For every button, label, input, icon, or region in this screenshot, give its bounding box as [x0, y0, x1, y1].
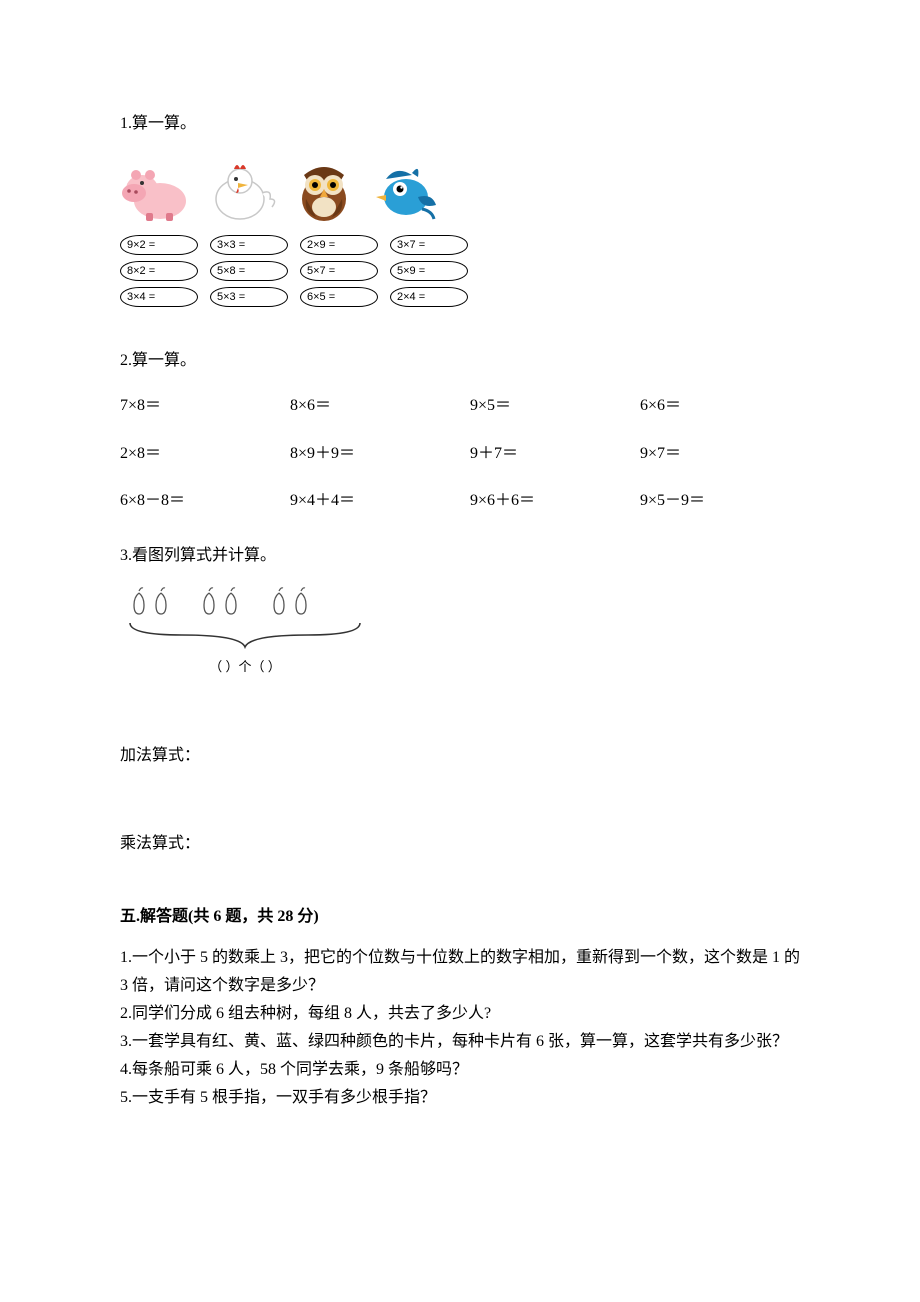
calc-cell: 9×7＝: [640, 440, 780, 467]
q3-addition-label: 加法算式：: [120, 742, 800, 769]
pill: 5×7 =: [300, 261, 378, 281]
q1-pill-grid: 9×2 = 3×3 = 2×9 = 3×7 = 8×2 = 5×8 = 5×7 …: [120, 235, 460, 307]
problem: 2.同学们分成 6 组去种树，每组 8 人，共去了多少人?: [120, 1000, 800, 1028]
pill: 6×5 =: [300, 287, 378, 307]
problem: 3.一套学具有红、黄、蓝、绿四种颜色的卡片，每种卡片有 6 张，算一算，这套学共…: [120, 1028, 800, 1056]
q3-multiplication-label: 乘法算式：: [120, 830, 800, 857]
pill: 5×8 =: [210, 261, 288, 281]
pill: 3×7 =: [390, 235, 468, 255]
calc-cell: 8×9＋9＝: [290, 440, 470, 467]
q3-brace-label: （ ）个（ ）: [120, 656, 370, 678]
calc-cell: 9×5＝: [470, 392, 640, 419]
worksheet-page: 1.算一算。: [0, 0, 920, 1172]
problem: 4.每条船可乘 6 人，58 个同学去乘，9 条船够吗？: [120, 1056, 800, 1084]
hippo-icon: [120, 155, 192, 227]
calc-cell: 7×8＝: [120, 392, 290, 419]
pill: 9×2 =: [120, 235, 198, 255]
calc-cell: 2×8＝: [120, 440, 290, 467]
calc-cell: 6×6＝: [640, 392, 780, 419]
calc-cell: 9×6＋6＝: [470, 487, 640, 514]
q2-grid: 7×8＝ 8×6＝ 9×5＝ 6×6＝ 2×8＝ 8×9＋9＝ 9＋7＝ 9×7…: [120, 392, 800, 514]
pear-icon: [128, 587, 150, 617]
q2-title: 2.算一算。: [120, 347, 800, 374]
pear-icon: [150, 587, 172, 617]
animal-row: [120, 155, 460, 227]
pear-row: [120, 587, 380, 617]
calc-cell: 8×6＝: [290, 392, 470, 419]
problem: 5.一支手有 5 根手指，一双手有多少根手指？: [120, 1084, 800, 1112]
q1-figure: 9×2 = 3×3 = 2×9 = 3×7 = 8×2 = 5×8 = 5×7 …: [120, 155, 460, 307]
pill: 8×2 =: [120, 261, 198, 281]
section5-problems: 1.一个小于 5 的数乘上 3，把它的个位数与十位数上的数字相加，重新得到一个数…: [120, 944, 800, 1112]
bluebird-icon: [372, 155, 444, 227]
pill: 2×4 =: [390, 287, 468, 307]
pill: 2×9 =: [300, 235, 378, 255]
pear-icon: [290, 587, 312, 617]
pear-pair: [128, 587, 172, 617]
pear-icon: [198, 587, 220, 617]
q1-title: 1.算一算。: [120, 110, 800, 137]
pill: 3×4 =: [120, 287, 198, 307]
pill: 3×3 =: [210, 235, 288, 255]
calc-cell: 9＋7＝: [470, 440, 640, 467]
pear-pair: [198, 587, 242, 617]
calc-cell: 6×8－8＝: [120, 487, 290, 514]
section5-header: 五.解答题(共 6 题，共 28 分): [120, 903, 800, 930]
calc-cell: 9×5－9＝: [640, 487, 780, 514]
owl-icon: [288, 155, 360, 227]
pear-icon: [268, 587, 290, 617]
q3-title: 3.看图列算式并计算。: [120, 542, 800, 569]
pill: 5×3 =: [210, 287, 288, 307]
q3-figure: （ ）个（ ）: [120, 587, 380, 678]
calc-cell: 9×4＋4＝: [290, 487, 470, 514]
problem: 1.一个小于 5 的数乘上 3，把它的个位数与十位数上的数字相加，重新得到一个数…: [120, 944, 800, 1000]
pill: 5×9 =: [390, 261, 468, 281]
pear-pair: [268, 587, 312, 617]
chicken-icon: [204, 155, 276, 227]
pear-icon: [220, 587, 242, 617]
brace-icon: [120, 617, 370, 651]
